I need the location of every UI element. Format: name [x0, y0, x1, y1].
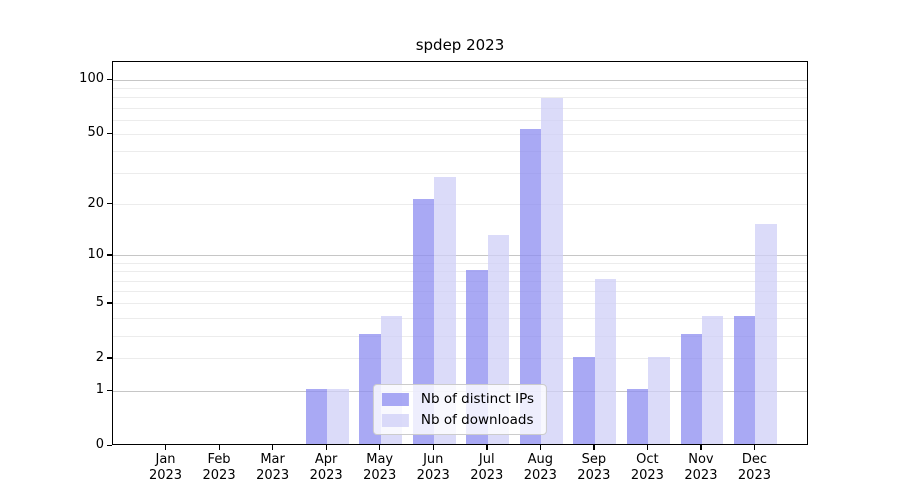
legend: Nb of distinct IPs Nb of downloads	[372, 384, 548, 435]
x-tick-mark-apr	[325, 445, 327, 450]
legend-swatch-downloads	[381, 413, 409, 427]
bar-oct-distinct-ips	[626, 389, 649, 444]
x-tick-label-may: May 2023	[363, 452, 397, 483]
legend-row-downloads: Nb of downloads	[381, 412, 534, 428]
y-tick-label-20: 20	[87, 195, 104, 211]
bar-jun-distinct-ips	[412, 198, 435, 444]
gridline-80	[113, 97, 807, 99]
legend-label-distinct-ips: Nb of distinct IPs	[420, 391, 535, 407]
x-tick-mark-aug	[539, 445, 542, 450]
x-tick-label-jul: Jul 2023	[470, 452, 504, 483]
y-tick-label-1: 1	[95, 382, 104, 398]
y-tick-mark-10	[107, 254, 112, 256]
x-tick-mark-jul	[486, 445, 488, 450]
gridline-100	[113, 79, 807, 81]
bar-sep-distinct-ips	[573, 356, 595, 444]
x-tick-mark-feb	[218, 445, 220, 450]
y-tick-label-10: 10	[87, 246, 104, 262]
x-tick-label-dec: Dec 2023	[737, 452, 771, 483]
gridline-4	[113, 317, 807, 319]
bar-aug-downloads	[541, 97, 563, 444]
bar-sep-downloads	[594, 279, 617, 444]
plot-area: Nb of distinct IPs Nb of downloads	[112, 61, 808, 445]
gridline-3	[113, 335, 807, 337]
gridline-20	[113, 204, 807, 206]
bar-nov-distinct-ips	[680, 334, 702, 444]
gridline-30	[113, 173, 807, 175]
x-tick-mark-mar	[272, 445, 274, 450]
y-tick-label-2: 2	[95, 349, 104, 365]
y-tick-label-50: 50	[87, 125, 104, 141]
x-tick-label-jun: Jun 2023	[416, 452, 450, 483]
x-tick-label-sep: Sep 2023	[577, 452, 611, 483]
y-tick-mark-1	[107, 389, 112, 391]
x-tick-label-aug: Aug 2023	[523, 452, 557, 483]
chart-title: spdep 2023	[415, 36, 505, 54]
y-tick-mark-0	[107, 444, 112, 446]
x-tick-mark-nov	[700, 445, 702, 450]
legend-label-downloads: Nb of downloads	[420, 412, 534, 428]
y-tick-label-5: 5	[95, 294, 104, 310]
gridline-8	[113, 271, 807, 273]
x-tick-mark-dec	[753, 445, 756, 450]
y-tick-mark-5	[107, 302, 112, 304]
x-tick-label-feb: Feb 2023	[202, 452, 236, 483]
legend-swatch-distinct-ips	[381, 392, 409, 406]
x-tick-label-apr: Apr 2023	[309, 452, 343, 483]
gridline-2	[113, 358, 807, 360]
y-tick-label-100: 100	[79, 71, 104, 87]
x-tick-label-nov: Nov 2023	[684, 452, 718, 483]
gridline-10	[113, 255, 807, 257]
x-tick-mark-sep	[593, 445, 595, 450]
y-tick-mark-20	[107, 203, 112, 205]
gridline-50	[113, 133, 807, 135]
bar-jun-downloads	[434, 177, 456, 444]
y-tick-mark-100	[107, 78, 112, 80]
x-tick-mark-may	[379, 445, 381, 450]
gridline-6	[113, 291, 807, 293]
x-tick-label-mar: Mar 2023	[256, 452, 290, 483]
gridline-40	[113, 151, 807, 153]
gridline-7	[113, 280, 807, 282]
gridline-60	[113, 119, 807, 121]
gridline-70	[113, 107, 807, 109]
legend-row-distinct-ips: Nb of distinct IPs	[381, 391, 535, 407]
y-tick-mark-50	[107, 132, 112, 135]
bar-apr-downloads	[327, 389, 349, 444]
y-tick-mark-2	[107, 357, 112, 359]
y-tick-label-0: 0	[95, 437, 104, 452]
x-tick-mark-jun	[432, 445, 435, 450]
x-tick-mark-oct	[646, 445, 649, 450]
bar-dec-distinct-ips	[734, 316, 756, 444]
gridline-90	[113, 87, 807, 89]
bar-apr-distinct-ips	[305, 389, 328, 444]
x-tick-mark-jan	[165, 445, 167, 450]
x-tick-label-jan: Jan 2023	[148, 452, 183, 483]
bar-dec-downloads	[755, 224, 777, 444]
gridline-9	[113, 262, 807, 264]
gridline-5	[113, 303, 807, 305]
bar-oct-downloads	[648, 356, 670, 444]
x-tick-label-oct: Oct 2023	[630, 452, 664, 483]
bar-aug-distinct-ips	[519, 129, 542, 444]
bar-nov-downloads	[701, 316, 724, 444]
